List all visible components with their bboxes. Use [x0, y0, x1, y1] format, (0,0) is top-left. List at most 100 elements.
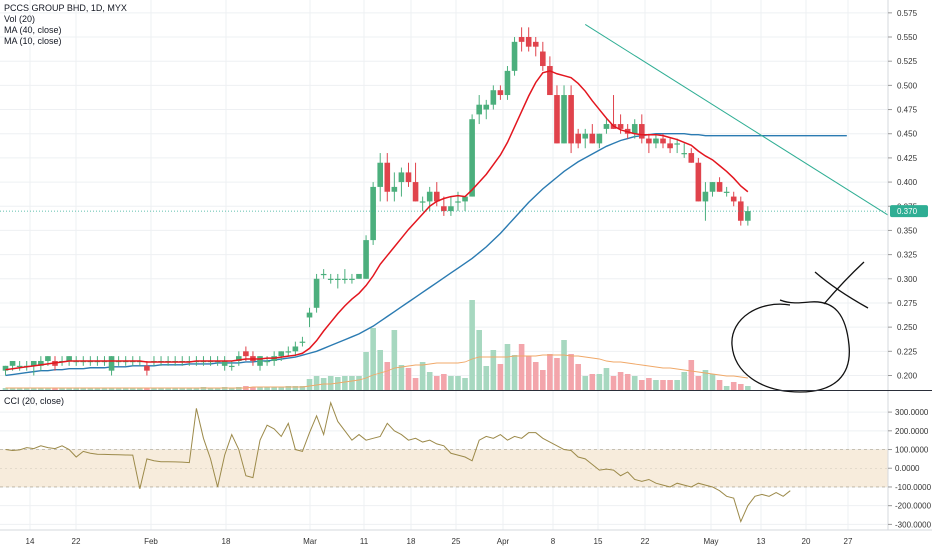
cci-tick-label: 200.0000 [895, 427, 929, 436]
volume-bar [59, 388, 65, 390]
candle [30, 360, 37, 376]
candle-body [653, 138, 659, 144]
candle [575, 128, 581, 149]
candle-body [292, 346, 299, 352]
candle-body [320, 273, 327, 276]
volume-bar [278, 387, 285, 390]
candle [497, 85, 504, 100]
candle [236, 351, 242, 366]
candle [391, 172, 398, 202]
volume-bar [532, 362, 539, 390]
volume-bar [122, 388, 129, 390]
cci-legend-label[interactable]: CCI (20, close) [4, 396, 65, 406]
candle [306, 307, 313, 328]
volume-bar [334, 377, 341, 390]
volume-bar [292, 386, 299, 390]
date-tick-label: 22 [72, 537, 81, 546]
volume-bar [547, 354, 553, 390]
volume-bar [179, 388, 186, 390]
volume-bar [412, 378, 419, 390]
candle-body [38, 360, 44, 366]
date-tick-label: 20 [802, 537, 811, 546]
candle [349, 273, 355, 284]
candle [702, 182, 709, 221]
volume-bar [497, 364, 504, 390]
grid-lines [0, 0, 888, 530]
candle [448, 196, 454, 216]
candle-body [419, 201, 426, 203]
volume-bar [158, 388, 164, 390]
candle-body [702, 191, 709, 202]
date-tick-label: Feb [144, 537, 158, 546]
price-tick-label: 0.300 [897, 275, 918, 284]
cci-tick-label: -200.0000 [895, 502, 932, 511]
volume-bar [45, 388, 51, 390]
candle [144, 360, 150, 376]
hand-drawn-annotation[interactable] [731, 261, 869, 393]
volume-bar [129, 388, 136, 390]
annotation-circle[interactable] [731, 299, 850, 393]
volume-bar [405, 368, 412, 390]
volume-bar [228, 388, 235, 390]
volume-bar [80, 388, 87, 390]
volume-bar [137, 388, 143, 390]
candle [327, 273, 334, 284]
candle [370, 182, 376, 245]
volume-bar [540, 370, 546, 390]
candle [511, 37, 518, 76]
candle-body [2, 365, 9, 371]
candle [356, 273, 362, 279]
volume-bars [2, 300, 751, 390]
volume-bar [575, 364, 581, 390]
annotation-cross-stroke-1[interactable] [814, 271, 869, 309]
candle-body [476, 104, 482, 115]
ma10-legend[interactable]: MA (10, close) [4, 36, 62, 46]
candle [2, 365, 9, 376]
cci-legend: CCI (20, close) [4, 396, 64, 407]
candle-body [327, 278, 334, 280]
volume-bar [419, 362, 426, 390]
candle-body [236, 356, 242, 361]
volume-bar [646, 378, 652, 390]
price-tick-label: 0.225 [897, 347, 918, 356]
candle [377, 153, 384, 202]
volume-bar [455, 376, 461, 390]
candle [688, 148, 695, 163]
volume-bar [582, 376, 589, 390]
candle-body [349, 278, 355, 280]
candle [667, 138, 673, 154]
ma40-legend[interactable]: MA (40, close) [4, 25, 62, 35]
price-tick-label: 0.275 [897, 299, 918, 308]
volume-legend[interactable]: Vol (20) [4, 14, 36, 24]
candle [228, 360, 235, 371]
trendline[interactable] [584, 24, 889, 216]
annotation-cross-stroke-2[interactable] [823, 261, 865, 305]
volume-bar [730, 382, 737, 390]
date-tick-label: 15 [594, 537, 603, 546]
symbol-title[interactable]: PCCS GROUP BHD, 1D, MYX [4, 3, 127, 13]
volume-bar [476, 330, 482, 390]
cci-tick-label: -100.0000 [895, 483, 932, 492]
volume-bar [384, 362, 391, 390]
volume-bar [38, 388, 44, 390]
candle [313, 273, 320, 313]
volume-bar [433, 376, 440, 390]
volume-bar [398, 365, 405, 390]
volume-ma-line [5, 354, 748, 389]
price-tick-label: 0.250 [897, 323, 918, 332]
date-tick-label: Mar [303, 537, 317, 546]
volume-bar [653, 380, 659, 390]
date-tick-label: May [703, 537, 718, 546]
candle [469, 114, 475, 197]
candle-body [730, 196, 737, 202]
volume-bar [207, 388, 214, 390]
date-tick-label: Apr [497, 537, 510, 546]
candle-body [497, 90, 504, 96]
candle-body [66, 356, 72, 361]
candle-body [108, 356, 115, 371]
price-tick-label: 0.200 [897, 371, 918, 380]
volume-bar [469, 300, 475, 390]
volume-bar [306, 379, 313, 390]
candle-body [681, 153, 688, 155]
price-tick-label: 0.500 [897, 81, 918, 90]
